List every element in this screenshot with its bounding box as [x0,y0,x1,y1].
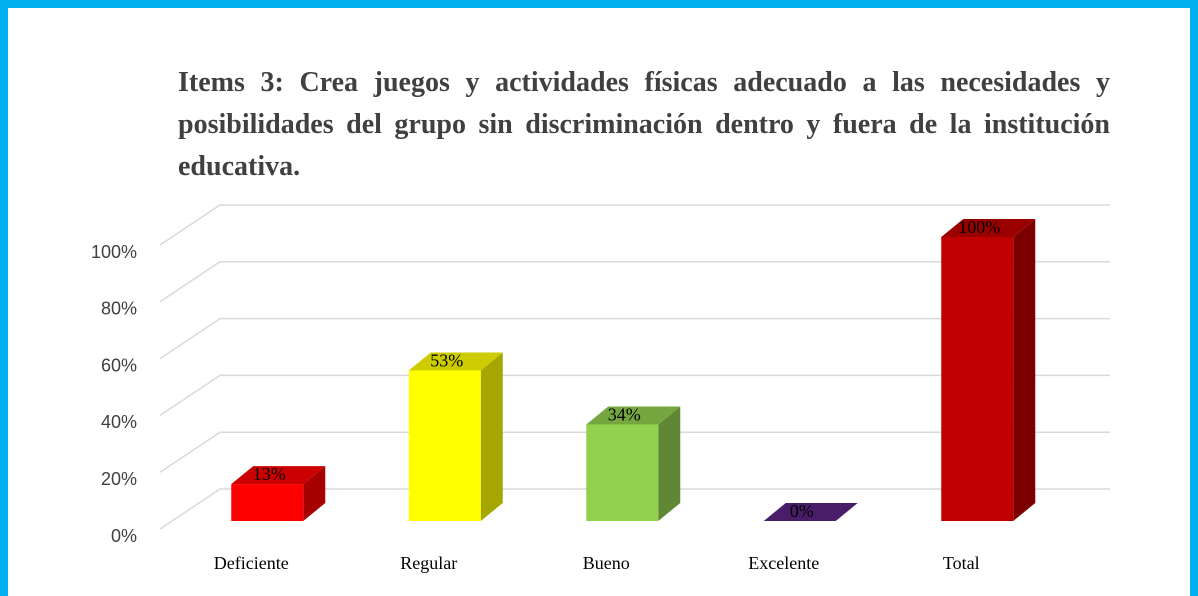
chart-title: Items 3: Crea juegos y actividades físic… [178,67,1110,182]
y-tick-label: 60% [101,355,137,375]
bar-top [763,503,858,521]
x-tick-label: Regular [400,553,457,573]
bar-top [941,219,1036,237]
y-tick-label: 0% [111,526,137,546]
y-tick-label: 40% [101,412,137,432]
bar [408,370,481,521]
bar-side [1013,219,1036,521]
y-tick-label: 100% [91,242,137,262]
bar-top [586,406,681,425]
value-label: 53% [430,351,463,371]
value-label: 100% [958,217,1000,237]
bar-side [480,352,503,521]
value-label: 34% [608,405,641,425]
bar [586,424,659,521]
bar-side [303,466,326,521]
bar-side [658,406,681,521]
bar-top [408,352,503,371]
value-label: 13% [253,464,286,484]
bar [941,237,1014,521]
bar-top [231,466,326,485]
grid-line [159,374,1110,417]
x-tick-label: Excelente [748,553,819,573]
grid-line [159,317,1110,360]
grid-line [159,261,1110,303]
x-tick-label: Bueno [583,553,630,573]
y-tick-label: 20% [101,469,137,489]
bar [231,484,304,521]
grid-line [159,488,1110,530]
x-tick-label: Deficiente [214,553,289,573]
grid-line [159,431,1110,473]
value-label: 0% [790,501,814,521]
grid-line [159,204,1110,246]
x-tick-label: Total [943,553,980,573]
y-tick-label: 80% [101,299,137,319]
